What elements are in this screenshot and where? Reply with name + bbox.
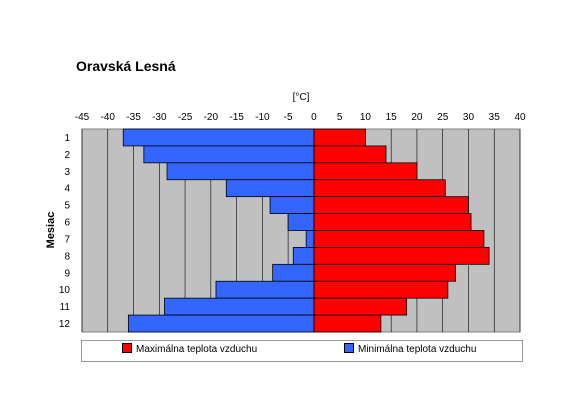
x-tick-label: -30 xyxy=(152,112,167,123)
bar-max xyxy=(313,179,446,198)
x-tick-label: 30 xyxy=(463,112,475,123)
bar-min xyxy=(272,263,315,282)
legend-swatch-max xyxy=(122,343,132,354)
y-tick-label: 1 xyxy=(64,133,70,144)
bar-min xyxy=(215,280,315,299)
y-tick-label: 9 xyxy=(64,268,70,279)
x-tick-label: 25 xyxy=(437,112,449,123)
bar-min xyxy=(269,196,315,214)
bar-min xyxy=(164,297,315,316)
bar-max xyxy=(313,314,382,333)
x-tick-label: -25 xyxy=(178,112,193,123)
legend-swatch-min xyxy=(344,343,354,354)
legend-item-min: Minimálna teplota vzduchu xyxy=(344,343,477,355)
bar-max xyxy=(313,162,418,181)
bar-min xyxy=(225,179,315,198)
bar-max xyxy=(313,297,408,316)
bar-max xyxy=(313,196,469,214)
chart-title: Oravská Lesná xyxy=(76,58,176,74)
bar-max xyxy=(313,247,490,265)
bars xyxy=(122,128,490,333)
y-tick-label: 2 xyxy=(64,150,70,161)
y-tick-label: 6 xyxy=(64,218,70,229)
y-tick-label: 3 xyxy=(64,167,70,178)
bar-min xyxy=(305,230,315,248)
bar-max xyxy=(313,213,472,231)
bar-max xyxy=(313,145,387,164)
y-axis-label: Mesiac xyxy=(45,212,57,249)
bar-min xyxy=(143,145,315,164)
bar-min xyxy=(166,162,315,181)
bar-min xyxy=(292,247,315,265)
bar-max xyxy=(313,263,456,282)
y-tick-label: 11 xyxy=(60,302,71,313)
x-tick-label: -10 xyxy=(255,112,270,123)
x-tick-label: -15 xyxy=(229,112,244,123)
x-tick-label: 20 xyxy=(411,112,423,123)
x-tick-label: 40 xyxy=(514,112,526,123)
bar-min xyxy=(127,314,315,333)
legend: Maximálna teplota vzduchu Minimálna tepl… xyxy=(81,340,523,362)
x-axis-label: [°C] xyxy=(293,92,310,103)
x-tick-label: 5 xyxy=(337,112,343,123)
x-tick-label: -20 xyxy=(204,112,219,123)
bar-max xyxy=(313,280,449,299)
y-tick-label: 4 xyxy=(64,184,70,195)
bar-max xyxy=(313,128,366,147)
y-tick-label: 5 xyxy=(64,201,70,212)
y-tick-label: 12 xyxy=(59,319,71,330)
legend-item-max: Maximálna teplota vzduchu xyxy=(122,343,258,355)
bar-max xyxy=(313,230,485,248)
x-tick-label: 35 xyxy=(489,112,501,123)
x-tick-label: -45 xyxy=(75,112,90,123)
legend-label-min: Minimálna teplota vzduchu xyxy=(358,344,477,355)
x-tick-label: 15 xyxy=(386,112,398,123)
x-tick-labels: -45 -40 -35 -30 -25 -20 -15 -10 -5 0 5 10 15 20 25 30 35… xyxy=(75,112,526,123)
x-tick-label: -5 xyxy=(284,112,293,123)
y-tick-label: 7 xyxy=(64,234,70,245)
bar-min xyxy=(122,128,315,147)
x-tick-label: 0 xyxy=(311,112,317,123)
bar-min xyxy=(287,213,315,231)
x-tick-label: 10 xyxy=(360,112,372,123)
x-tick-label: -35 xyxy=(126,112,141,123)
y-tick-label: 10 xyxy=(59,285,71,296)
y-tick-label: 8 xyxy=(64,251,70,262)
legend-label-max: Maximálna teplota vzduchu xyxy=(136,344,258,355)
x-tick-label: -40 xyxy=(101,112,116,123)
